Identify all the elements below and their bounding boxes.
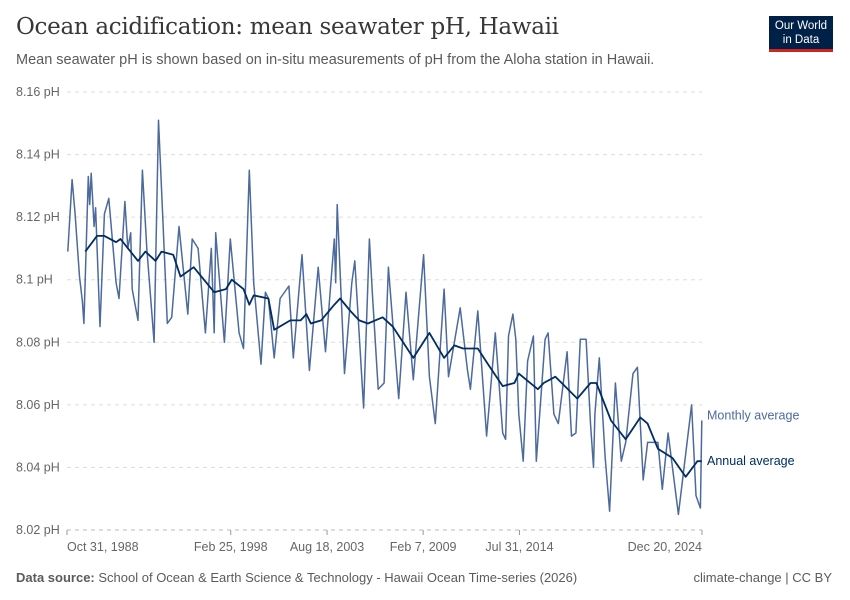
x-tick-label: Oct 31, 1988: [67, 540, 139, 554]
y-tick-label: 8.16 pH: [16, 85, 60, 99]
license-text[interactable]: climate-change | CC BY: [693, 570, 833, 585]
legend-label-monthly[interactable]: Monthly average: [707, 409, 799, 423]
y-tick-label: 8.1 pH: [16, 273, 53, 287]
data-source-label: Data source:: [16, 570, 95, 585]
data-source-text[interactable]: School of Ocean & Earth Science & Techno…: [98, 570, 578, 585]
annual-average-line: [84, 235, 702, 478]
logo-line-2: in Data: [782, 34, 820, 46]
data-source: Data source: School of Ocean & Earth Sci…: [16, 570, 577, 585]
x-tick-label: Feb 25, 1998: [194, 540, 268, 554]
owid-logo[interactable]: Our World in Data: [769, 16, 833, 52]
monthly-average-line: [67, 119, 703, 516]
chart-subtitle: Mean seawater pH is shown based on in-si…: [16, 52, 655, 68]
chart-title: Ocean acidification: mean seawater pH, H…: [16, 14, 559, 40]
y-tick-label: 8.02 pH: [16, 523, 60, 537]
x-tick-label: Jul 31, 2014: [485, 540, 553, 554]
y-tick-label: 8.14 pH: [16, 148, 60, 162]
y-tick-label: 8.06 pH: [16, 398, 60, 412]
y-tick-label: 8.04 pH: [16, 460, 60, 474]
y-tick-label: 8.08 pH: [16, 335, 60, 349]
x-tick-label: Aug 18, 2003: [290, 540, 364, 554]
y-tick-label: 8.12 pH: [16, 210, 60, 224]
x-tick-label: Feb 7, 2009: [390, 540, 457, 554]
x-tick-label: Dec 20, 2024: [628, 540, 702, 554]
logo-line-1: Our World: [774, 20, 828, 32]
legend-label-annual[interactable]: Annual average: [707, 454, 795, 468]
